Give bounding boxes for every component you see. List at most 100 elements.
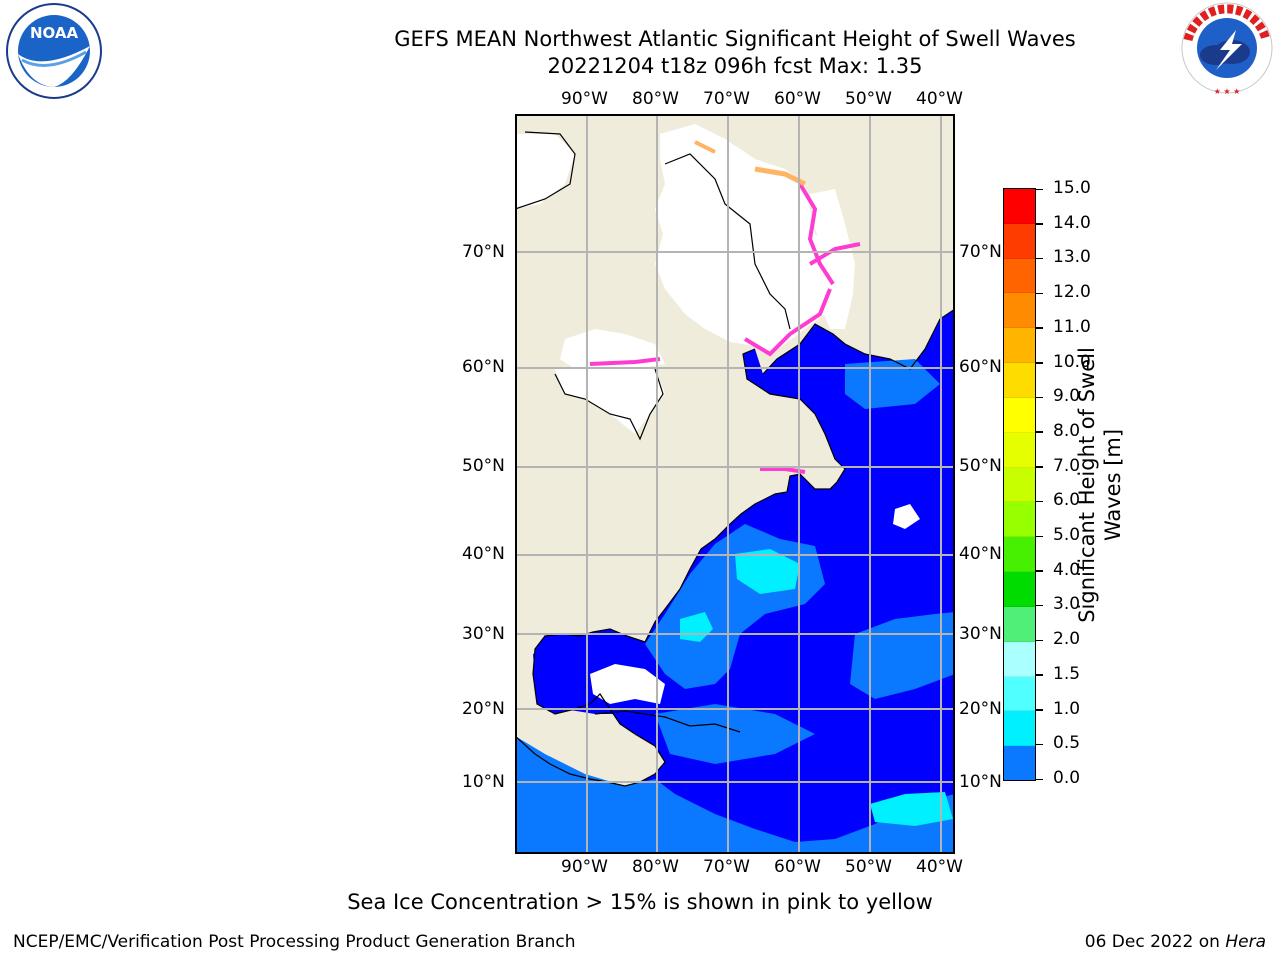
lat-label-right: 60°N — [959, 357, 1002, 377]
colorbar-tick-label: 8.0 — [1053, 420, 1081, 441]
colorbar-tick-label: 15.0 — [1053, 178, 1091, 198]
lat-label-right: 30°N — [959, 624, 1002, 644]
lon-label-bottom: 60°W — [774, 857, 821, 877]
colorbar-tick-label: 13.0 — [1053, 247, 1091, 268]
colorbar-tick-mark — [1036, 466, 1043, 468]
colorbar-segment — [1004, 223, 1035, 259]
lat-label-left: 30°N — [462, 624, 505, 644]
lon-label-top: 50°W — [845, 89, 892, 109]
colorbar-tick-mark — [1036, 431, 1043, 433]
colorbar-segment — [1004, 258, 1035, 294]
lat-label-left: 60°N — [462, 357, 505, 377]
colorbar-tick-mark — [1036, 570, 1043, 572]
colorbar-tick-label: 9.0 — [1053, 386, 1081, 407]
svg-text:★ ★ ★: ★ ★ ★ — [1214, 87, 1241, 96]
sea-ice-note: Sea Ice Concentration > 15% is shown in … — [347, 890, 933, 914]
lon-label-bottom: 70°W — [703, 857, 750, 877]
nws-logo: ★ ★ ★ — [1181, 2, 1273, 96]
colorbar-tick-mark — [1036, 674, 1043, 676]
lat-label-left: 40°N — [462, 544, 505, 564]
colorbar-segment — [1004, 432, 1035, 468]
colorbar-tick-mark — [1036, 500, 1043, 503]
lat-label-left: 70°N — [462, 242, 505, 262]
colorbar-tick-label: 4.0 — [1053, 559, 1081, 580]
colorbar-segment — [1004, 606, 1035, 642]
colorbar-tick-mark — [1036, 396, 1043, 399]
colorbar-segment — [1004, 328, 1035, 364]
colorbar-tick-mark — [1036, 743, 1043, 746]
swell-1-0-1-5-region — [735, 549, 800, 594]
colorbar-tick-mark — [1036, 639, 1043, 642]
graticule — [515, 114, 955, 854]
noaa-logo: NOAA — [6, 3, 102, 99]
chart-title: GEFS MEAN Northwest Atlantic Significant… — [394, 27, 1076, 51]
colorbar-tick-label: 1.0 — [1053, 698, 1081, 719]
coastline — [554, 368, 664, 441]
colorbar-segment — [1004, 293, 1035, 329]
colorbar-label-line1: Significant Height of Swell — [1075, 347, 1099, 623]
colorbar-tick-label: 12.0 — [1053, 282, 1091, 303]
lon-label-top: 40°W — [916, 89, 963, 109]
colorbar-tick-mark — [1036, 604, 1043, 607]
colorbar-tick-mark — [1036, 257, 1043, 260]
colorbar-tick-mark — [1036, 778, 1043, 780]
colorbar-tick-label: 1.5 — [1053, 663, 1081, 684]
lat-label-right: 10°N — [959, 772, 1002, 792]
colorbar-tick-mark — [1036, 709, 1043, 711]
swell-0-5-1-0-region — [515, 736, 955, 854]
chart-subtitle: 20221204 t18z 096h fcst Max: 1.35 — [547, 54, 923, 78]
ice-covered-region — [555, 369, 665, 434]
footer-branch: NCEP/EMC/Verification Post Processing Pr… — [13, 932, 576, 952]
sea-ice-edge — [694, 140, 716, 154]
colorbar-tick-label: 2.0 — [1053, 629, 1081, 650]
colorbar-segment — [1004, 189, 1035, 224]
coastline — [594, 710, 741, 733]
colorbar-label-line2: Waves [m] — [1101, 428, 1125, 542]
colorbar-tick-mark — [1036, 188, 1043, 190]
lat-label-right: 20°N — [959, 699, 1002, 719]
ice-covered-region — [590, 664, 665, 704]
colorbar-tick-label: 0.5 — [1053, 733, 1081, 754]
sea-ice-edge — [589, 357, 661, 366]
lon-label-top: 60°W — [774, 89, 821, 109]
footer-date: 06 Dec 2022 on Hera — [1085, 932, 1266, 952]
svg-text:NOAA: NOAA — [30, 24, 79, 42]
colorbar-tick-label: 0.0 — [1053, 768, 1081, 788]
sea-ice-edge — [743, 288, 832, 357]
colorbar-tick-mark — [1036, 292, 1043, 295]
lon-label-top: 80°W — [632, 89, 679, 109]
lon-label-bottom: 50°W — [845, 857, 892, 877]
colorbar-segment — [1004, 363, 1035, 398]
lat-label-left: 10°N — [462, 772, 505, 792]
sea-ice-edge — [798, 182, 835, 286]
colorbar-tick-label: 11.0 — [1053, 316, 1091, 337]
colorbar-segment — [1004, 572, 1035, 607]
swell-1-0-1-5-region — [870, 792, 953, 826]
colorbar-segment — [1004, 397, 1035, 433]
map-panel — [515, 114, 955, 854]
colorbar-tick-label: 6.0 — [1053, 490, 1081, 511]
colorbar-tick-label: 10.0 — [1053, 351, 1091, 372]
lon-label-bottom: 80°W — [632, 857, 679, 877]
colorbar-tick-mark — [1036, 327, 1043, 329]
colorbar-tick-label: 3.0 — [1053, 594, 1081, 615]
lon-label-top: 70°W — [703, 89, 750, 109]
colorbar-segment — [1004, 467, 1035, 503]
lat-label-right: 40°N — [959, 544, 1002, 564]
colorbar-tick-label: 7.0 — [1053, 455, 1081, 476]
colorbar-tick-mark — [1036, 535, 1043, 538]
colorbar-tick-mark — [1036, 362, 1043, 364]
footer-date-text: 06 Dec 2022 on — [1084, 932, 1220, 952]
footer-host: Hera — [1225, 932, 1266, 952]
colorbar — [1003, 188, 1036, 781]
lon-label-top: 90°W — [561, 89, 608, 109]
lat-label-left: 50°N — [462, 456, 505, 476]
ice-covered-region — [655, 124, 833, 354]
ice-covered-region — [893, 504, 920, 529]
colorbar-tick-label: 5.0 — [1053, 525, 1081, 546]
colorbar-segment — [1004, 746, 1035, 781]
ice-covered-region — [515, 134, 575, 209]
swell-0-5-1-0-region — [845, 359, 940, 409]
ice-covered-region — [810, 189, 855, 329]
colorbar-tick-mark — [1036, 223, 1043, 225]
